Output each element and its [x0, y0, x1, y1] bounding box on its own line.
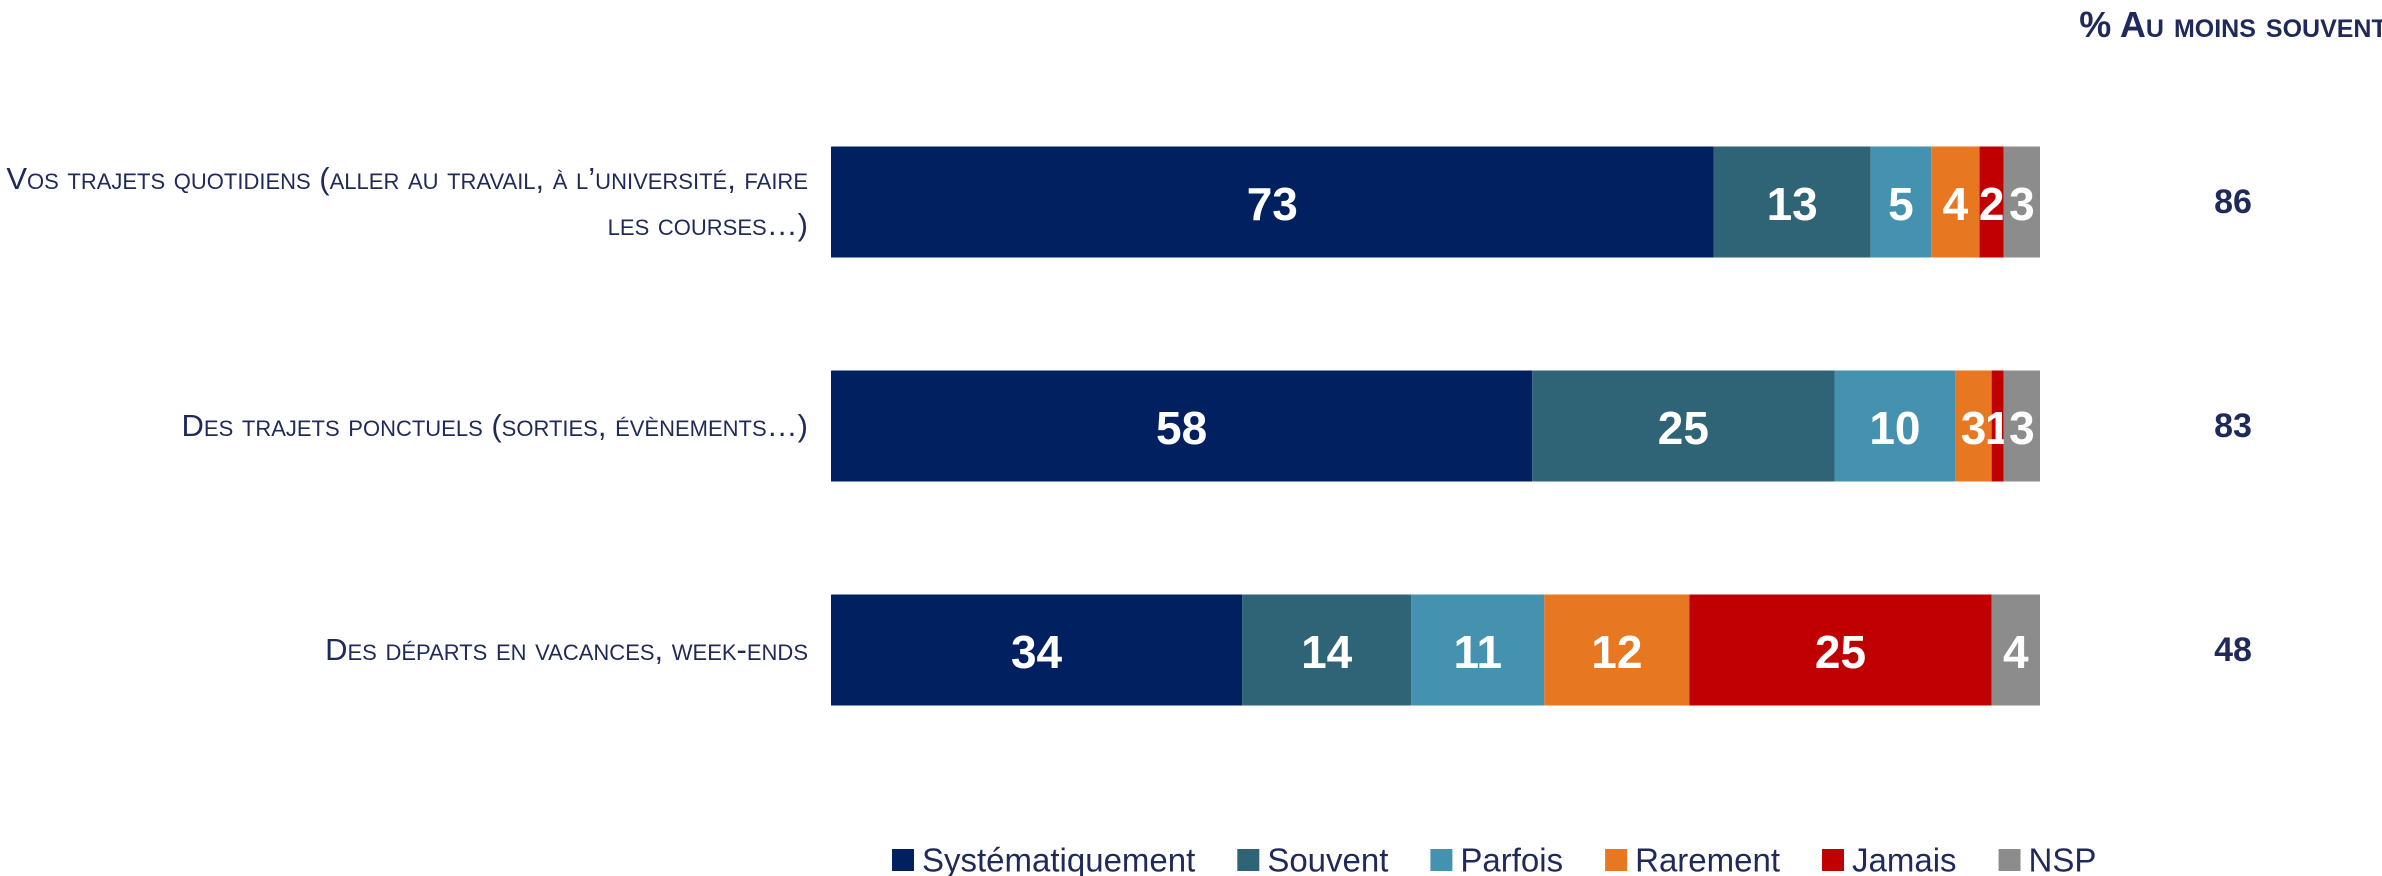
legend-label: Rarement [1635, 842, 1780, 876]
bar-segment [831, 594, 1243, 706]
legend-label: NSP [2029, 842, 2097, 876]
legend-swatch [1998, 849, 2021, 871]
bar-segment [1955, 370, 1992, 482]
bar-segment [1834, 370, 1956, 482]
data-label: 34 [1011, 626, 1063, 678]
legend-swatch [1237, 849, 1260, 871]
summary-value: 86 [2214, 183, 2252, 221]
data-label: 4 [1943, 178, 1969, 230]
data-label: 73 [1247, 178, 1298, 230]
data-label: 13 [1767, 178, 1818, 230]
data-label: 3 [2009, 178, 2035, 230]
data-label: 4 [2003, 626, 2029, 678]
legend-swatch [892, 849, 914, 871]
bar-segment [831, 370, 1533, 482]
bar-segment [1991, 594, 2040, 706]
summary-title: % Au moins souvent [2079, 4, 2382, 45]
data-label: 3 [2009, 402, 2035, 454]
bar-segment [1979, 146, 2004, 258]
legend-swatch [1605, 849, 1628, 871]
data-label: 58 [1156, 402, 1207, 454]
bar-segment [1532, 370, 1835, 482]
data-label: 25 [1658, 402, 1709, 454]
legend-label: Jamais [1852, 842, 1957, 876]
data-label: 25 [1815, 626, 1866, 678]
category-label: Des trajets ponctuels (sorties, évènemen… [181, 408, 808, 443]
data-label: 3 [1961, 402, 1987, 454]
bar-segment [1411, 594, 1545, 706]
data-label: 14 [1301, 626, 1353, 678]
bar-segment [1713, 146, 1871, 258]
legend-swatch [1822, 849, 1845, 871]
bar-segment [1931, 146, 1980, 258]
data-label: 11 [1453, 626, 1502, 678]
bar-segment [1544, 594, 1690, 706]
data-label: 12 [1591, 626, 1642, 678]
category-label: Vos trajets quotidiens (aller au travail… [6, 161, 808, 242]
category-label: Des départs en vacances, week-ends [325, 632, 808, 667]
bar-segment [2003, 146, 2040, 258]
bar-segment [1991, 370, 2004, 482]
data-label: 5 [1888, 178, 1914, 230]
legend-swatch [1430, 849, 1453, 871]
bar-segment [831, 146, 1714, 258]
bar-segment [1870, 146, 1932, 258]
summary-value: 83 [2214, 407, 2252, 445]
data-label: 10 [1869, 402, 1920, 454]
legend-label: Systématiquement [922, 842, 1195, 876]
legend-label: Souvent [1267, 842, 1388, 876]
bar-segment [2003, 370, 2040, 482]
summary-value: 48 [2214, 631, 2252, 669]
legend-label: Parfois [1460, 842, 1563, 876]
bar-segment [1689, 594, 1992, 706]
bar-segment [1242, 594, 1412, 706]
data-label: 2 [1979, 178, 2005, 230]
